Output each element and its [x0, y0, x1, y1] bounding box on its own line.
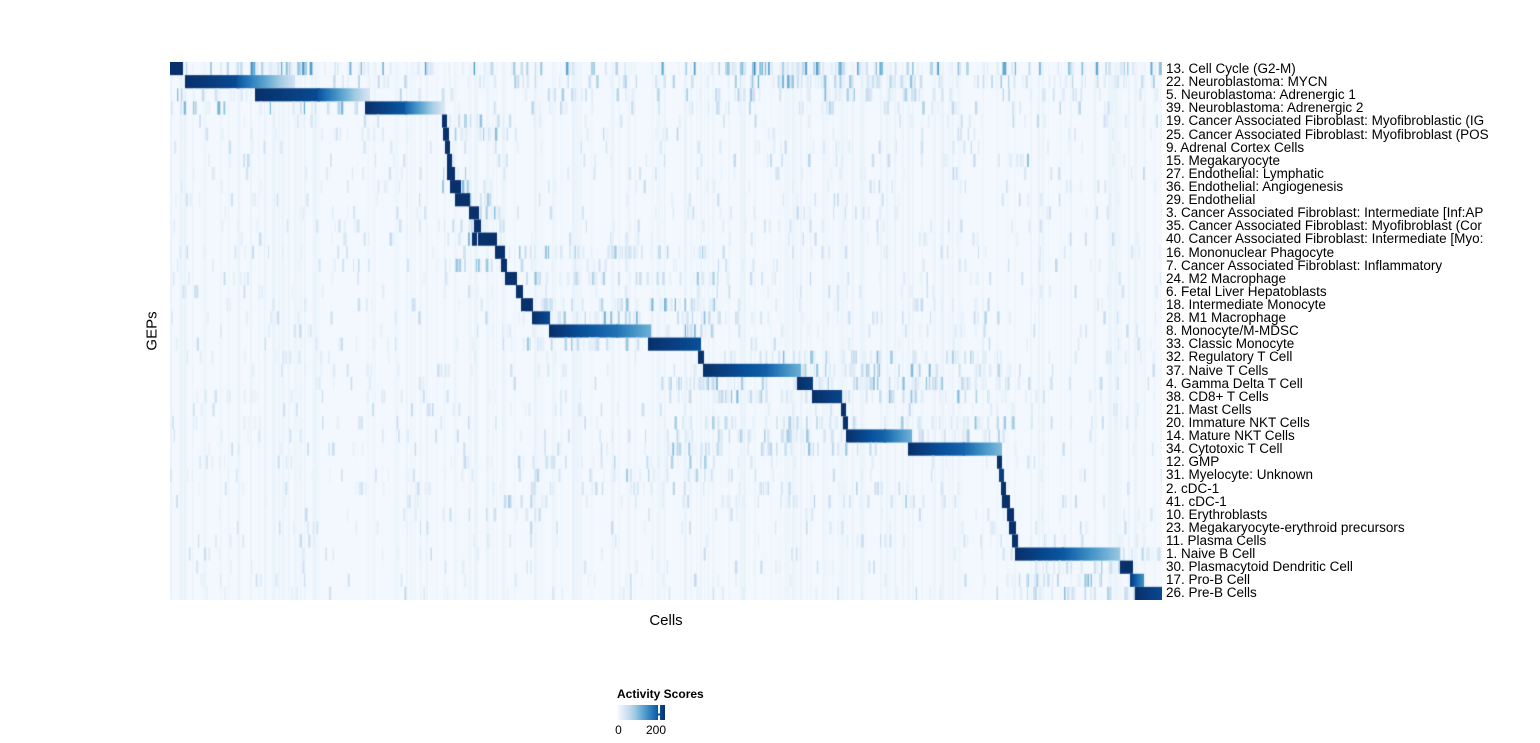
gep-row-label: 14. Mature NKT Cells: [1166, 428, 1295, 444]
gep-row-label: 37. Naive T Cells: [1166, 362, 1269, 378]
gep-row-label: 13. Cell Cycle (G2-M): [1166, 62, 1296, 76]
legend-tick-labels: 0 200: [615, 723, 737, 737]
gep-row-label: 16. Mononuclear Phagocyte: [1166, 244, 1335, 260]
gep-row-label: 10. Erythroblasts: [1166, 506, 1268, 522]
gep-row-label: 23. Megakaryocyte-erythroid precursors: [1166, 519, 1405, 535]
gep-row-label: 9. Adrenal Cortex Cells: [1166, 139, 1305, 155]
gep-row-label: 40. Cancer Associated Fibroblast: Interm…: [1166, 231, 1484, 247]
gep-row-label: 20. Immature NKT Cells: [1166, 414, 1310, 430]
gep-row-label: 35. Cancer Associated Fibroblast: Myofib…: [1166, 218, 1482, 234]
legend-gradient-bar: [617, 705, 665, 720]
gep-row-label: 41. cDC-1: [1166, 493, 1227, 509]
x-axis-label: Cells: [649, 612, 683, 629]
activity-scores-legend: Activity Scores 0 200: [615, 687, 737, 737]
gep-row-label: 2. cDC-1: [1166, 480, 1220, 496]
heatmap-panel: [170, 62, 1162, 600]
gep-row-label: 30. Plasmacytoid Dendritic Cell: [1166, 559, 1353, 575]
gep-row-label: 17. Pro-B Cell: [1166, 572, 1251, 588]
gep-row-label: 29. Endothelial: [1166, 192, 1256, 208]
gep-row-label: 27. Endothelial: Lymphatic: [1166, 165, 1324, 181]
y-axis-label: GEPs: [143, 311, 161, 351]
gep-row-label: 32. Regulatory T Cell: [1166, 349, 1293, 365]
gep-row-label: 21. Mast Cells: [1166, 401, 1252, 417]
gep-row-label: 36. Endothelial: Angiogenesis: [1166, 178, 1344, 194]
gep-row-label: 3. Cancer Associated Fibroblast: Interme…: [1166, 205, 1484, 221]
legend-min-label: 0: [615, 723, 622, 737]
gep-row-label: 8. Monocyte/M-MDSC: [1166, 323, 1299, 339]
gep-row-label: 24. M2 Macrophage: [1166, 270, 1287, 286]
heatmap-canvas: [170, 62, 1162, 600]
gep-row-label: 34. Cytotoxic T Cell: [1166, 441, 1283, 457]
gep-row-label: 15. Megakaryocyte: [1166, 152, 1281, 168]
gep-row-label: 7. Cancer Associated Fibroblast: Inflamm…: [1166, 257, 1443, 273]
gep-row-label: 1. Naive B Cell: [1166, 546, 1256, 562]
gep-row-label: 33. Classic Monocyte: [1166, 336, 1295, 352]
gep-row-label: 25. Cancer Associated Fibroblast: Myofib…: [1166, 126, 1489, 142]
legend-tick-200: [658, 705, 661, 720]
gep-row-labels: 13. Cell Cycle (G2-M) 22. Neuroblastoma: …: [1166, 62, 1540, 600]
legend-title: Activity Scores: [617, 687, 704, 701]
gep-row-label: 26. Pre-B Cells: [1166, 585, 1257, 600]
gep-row-label: 22. Neuroblastoma: MYCN: [1166, 74, 1328, 90]
gep-row-label: 31. Myelocyte: Unknown: [1166, 467, 1314, 483]
gep-row-label: 12. GMP: [1166, 454, 1220, 470]
gep-row-label: 11. Plasma Cells: [1166, 532, 1267, 548]
gep-row-label: 28. M1 Macrophage: [1166, 310, 1287, 326]
gep-row-label: 6. Fetal Liver Hepatoblasts: [1166, 283, 1327, 299]
legend-max-label: 200: [645, 723, 667, 737]
gep-row-label: 19. Cancer Associated Fibroblast: Myofib…: [1166, 113, 1485, 129]
gep-row-label: 39. Neuroblastoma: Adrenergic 2: [1166, 100, 1364, 116]
gep-row-label: 38. CD8+ T Cells: [1166, 388, 1269, 404]
gep-row-label: 18. Intermediate Monocyte: [1166, 296, 1326, 312]
gep-row-label: 4. Gamma Delta T Cell: [1166, 375, 1303, 391]
gep-row-label: 5. Neuroblastoma: Adrenergic 1: [1166, 87, 1356, 103]
